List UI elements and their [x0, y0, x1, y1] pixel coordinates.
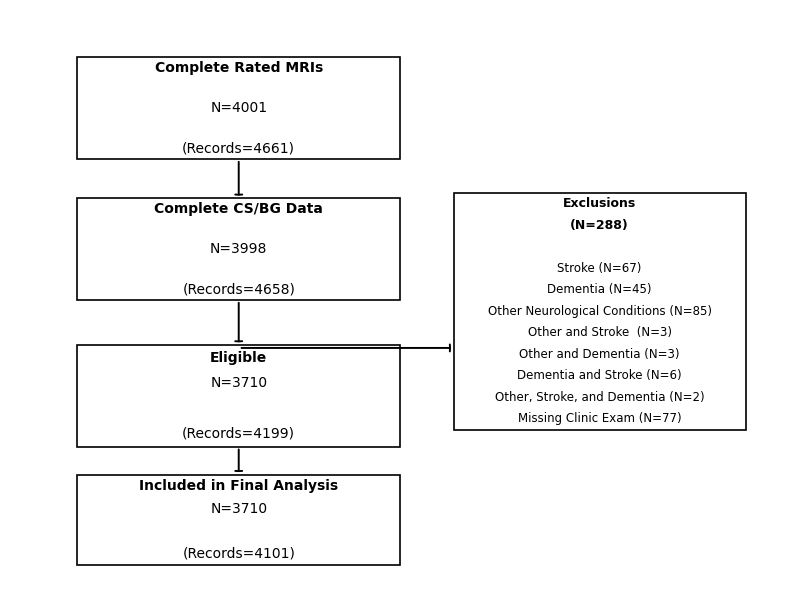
Text: Included in Final Analysis: Included in Final Analysis [139, 479, 338, 493]
Text: (Records=4199): (Records=4199) [182, 427, 295, 441]
Text: Eligible: Eligible [210, 351, 267, 365]
Text: Complete CS/BG Data: Complete CS/BG Data [154, 202, 323, 215]
Text: (Records=4658): (Records=4658) [182, 283, 295, 297]
Text: Exclusions: Exclusions [563, 197, 636, 210]
FancyBboxPatch shape [78, 199, 400, 300]
Text: N=3710: N=3710 [210, 376, 267, 390]
Text: (Records=4661): (Records=4661) [182, 142, 295, 156]
Text: Other and Stroke  (N=3): Other and Stroke (N=3) [528, 326, 672, 340]
FancyBboxPatch shape [78, 475, 400, 565]
Text: N=3710: N=3710 [210, 502, 267, 515]
Text: Other, Stroke, and Dementia (N=2): Other, Stroke, and Dementia (N=2) [495, 391, 705, 404]
Text: N=4001: N=4001 [210, 101, 267, 115]
Text: (N=288): (N=288) [570, 218, 629, 232]
Text: Missing Clinic Exam (N=77): Missing Clinic Exam (N=77) [518, 412, 682, 425]
FancyBboxPatch shape [78, 345, 400, 446]
Text: N=3998: N=3998 [210, 242, 267, 256]
Text: Stroke (N=67): Stroke (N=67) [558, 262, 642, 275]
Text: Dementia and Stroke (N=6): Dementia and Stroke (N=6) [518, 370, 682, 382]
FancyBboxPatch shape [454, 193, 746, 430]
Text: Other and Dementia (N=3): Other and Dementia (N=3) [519, 348, 680, 361]
Text: (Records=4101): (Records=4101) [182, 547, 295, 561]
Text: Dementia (N=45): Dementia (N=45) [547, 283, 652, 296]
Text: Complete Rated MRIs: Complete Rated MRIs [154, 61, 323, 74]
FancyBboxPatch shape [78, 58, 400, 159]
Text: Other Neurological Conditions (N=85): Other Neurological Conditions (N=85) [488, 305, 712, 318]
